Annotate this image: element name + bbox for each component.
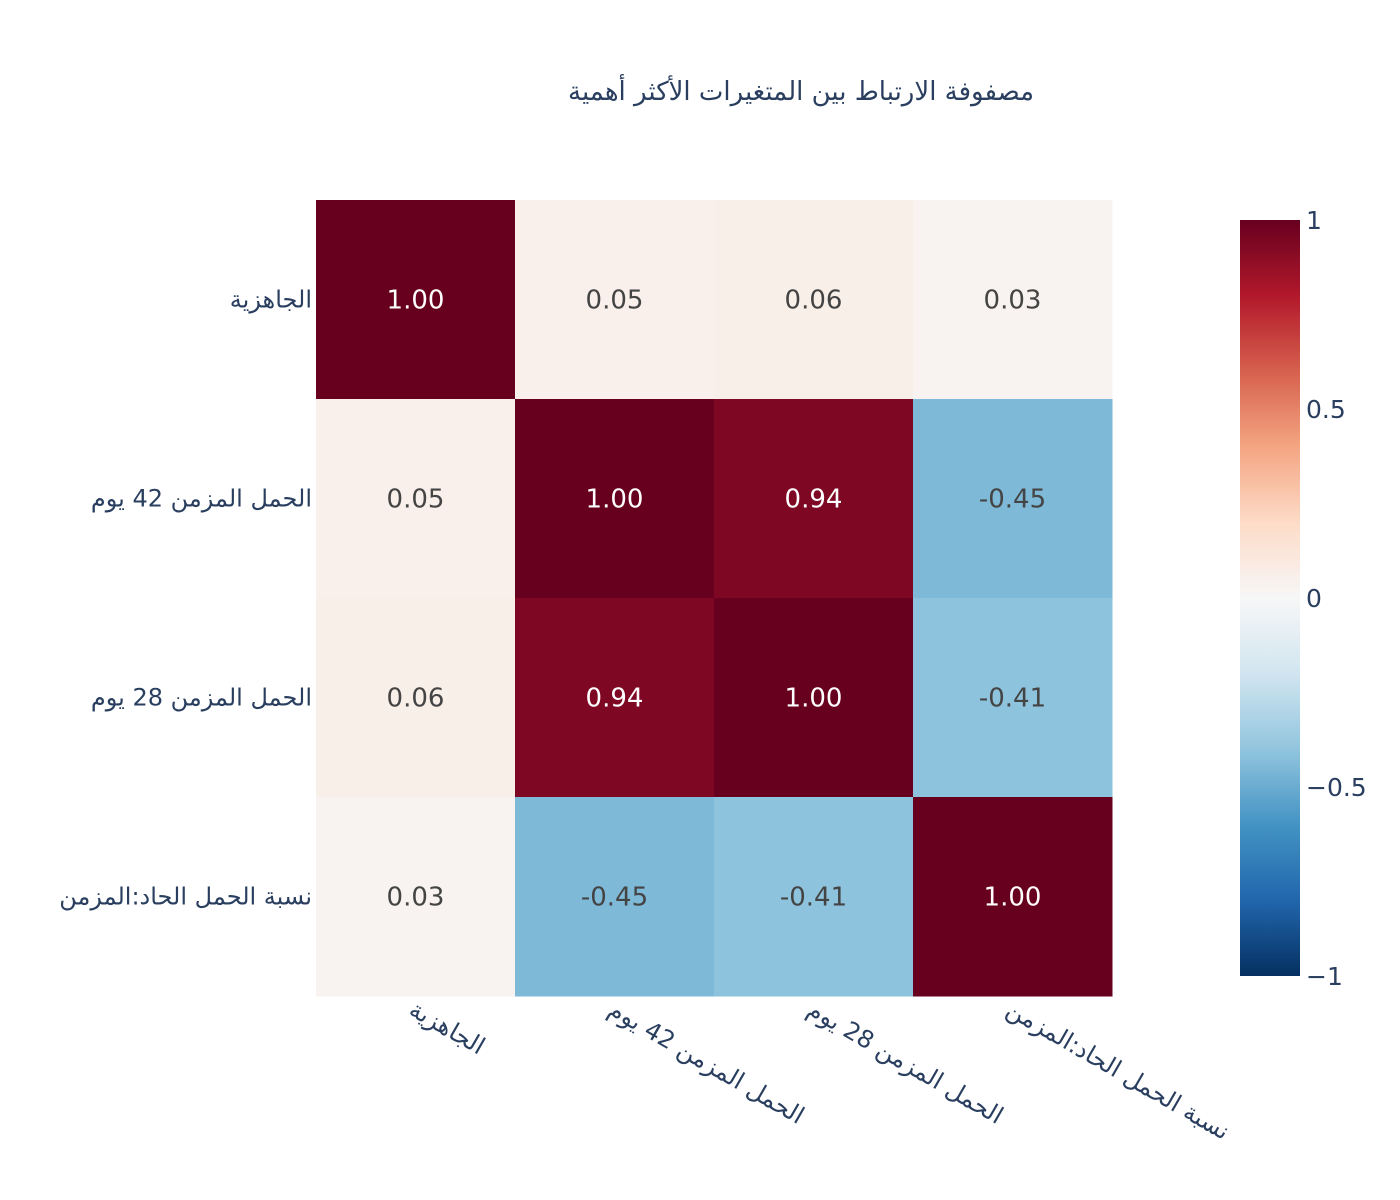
colorbar-tick-label: −1	[1306, 962, 1343, 991]
y-tick-label: الحمل المزمن 42 يوم	[91, 485, 312, 513]
x-tick-label: الحمل المزمن 28 يوم	[803, 995, 1009, 1130]
colorbar-tick-label: −0.5	[1306, 773, 1367, 802]
cell-value-label: -0.45	[581, 883, 648, 913]
heatmap-cell	[515, 399, 715, 599]
heatmap-cell	[913, 399, 1113, 599]
y-tick-label: نسبة الحمل الحاد:المزمن	[59, 883, 312, 911]
colorbar-gradient	[1240, 220, 1300, 976]
cell-value-label: 0.03	[984, 286, 1042, 316]
cell-value-label: 0.06	[387, 684, 445, 714]
y-tick-label: الجاهزية	[230, 286, 312, 314]
heatmap-cell	[515, 598, 715, 798]
cell-value-label: 0.06	[785, 286, 843, 316]
heatmap-cell	[316, 399, 516, 599]
cell-value-label: 0.05	[586, 286, 644, 316]
x-tick-label: الجاهزية	[405, 995, 490, 1060]
x-tick-label: نسبة الحمل الحاد:المزمن	[1002, 995, 1235, 1146]
chart-title: مصفوفة الارتباط بين المتغيرات الأكثر أهم…	[568, 73, 1034, 107]
heatmap-cell	[316, 200, 516, 400]
heatmap-cell	[714, 399, 914, 599]
cell-value-label: 1.00	[387, 286, 445, 316]
heatmap-cell	[714, 598, 914, 798]
cell-value-label: 1.00	[984, 883, 1042, 913]
heatmap-cell	[913, 598, 1113, 798]
heatmap-cell	[515, 797, 715, 997]
cell-value-label: -0.45	[979, 485, 1046, 515]
heatmap-cell	[316, 598, 516, 798]
heatmap-cells	[316, 200, 1113, 997]
y-tick-label: الحمل المزمن 28 يوم	[91, 684, 312, 712]
heatmap-cell	[913, 797, 1113, 997]
cell-value-label: 0.94	[586, 684, 644, 714]
colorbar-tick-label: 1	[1306, 206, 1322, 235]
heatmap-cell	[714, 797, 914, 997]
heatmap-cell	[316, 797, 516, 997]
cell-value-label: 0.03	[387, 883, 445, 913]
heatmap-cell	[714, 200, 914, 400]
heatmap-cell	[913, 200, 1113, 400]
cell-value-label: 0.05	[387, 485, 445, 515]
cell-value-label: 1.00	[785, 684, 843, 714]
cell-value-label: 1.00	[586, 485, 644, 515]
cell-value-label: -0.41	[979, 684, 1046, 714]
x-tick-label: الحمل المزمن 42 يوم	[604, 995, 810, 1130]
cell-value-label: 0.94	[785, 485, 843, 515]
colorbar-tick-label: 0	[1306, 584, 1322, 613]
colorbar-tick-label: 0.5	[1306, 395, 1346, 424]
cell-value-label: -0.41	[780, 883, 847, 913]
y-axis: الجاهزية الحمل المزمن 42 يوم الحمل المزمن …	[59, 286, 312, 911]
heatmap-cell-labels: 1.00 0.05 0.06 0.03 0.05 1.00 0.94 -0.45 0.06 0.9…	[387, 286, 1047, 913]
colorbar: 1 0.5 0 −0.5 −1	[1240, 206, 1367, 991]
heatmap-cell	[515, 200, 715, 400]
